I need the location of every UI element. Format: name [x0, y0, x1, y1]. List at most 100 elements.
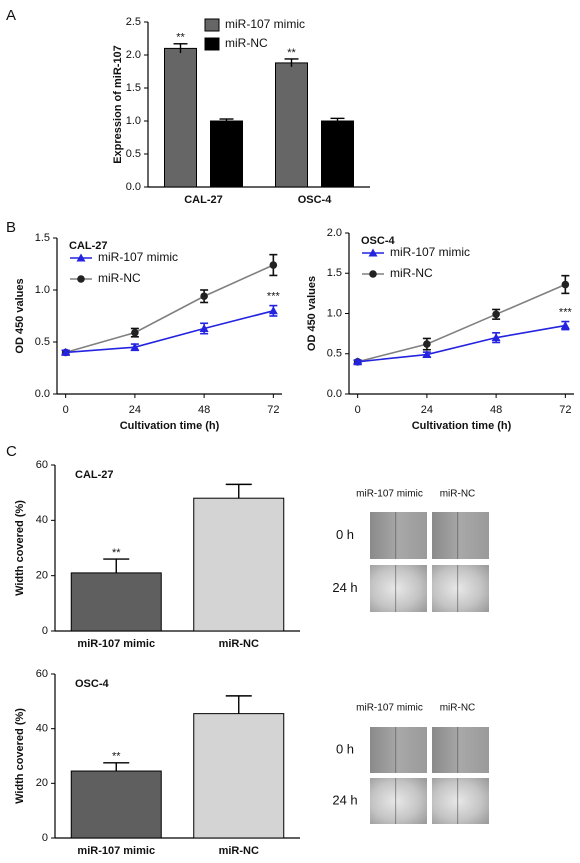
marker [268, 306, 278, 315]
x-tick-label: miR-107 mimic [77, 638, 155, 650]
y-tick-label: 0.0 [126, 181, 141, 193]
legend-label: miR-NC [98, 271, 141, 285]
marker [199, 323, 209, 332]
x-tick-label: 24 [421, 404, 433, 416]
y-tick-label: 0 [42, 625, 48, 637]
y-tick-label: 40 [36, 514, 48, 526]
image-column-label: miR-NC [440, 489, 476, 500]
y-tick-label: 1.0 [35, 284, 50, 296]
marker [130, 342, 140, 351]
y-tick-label: 0.5 [35, 336, 50, 348]
wound-image [432, 565, 489, 612]
bar [70, 770, 162, 839]
chart-title: CAL-27 [69, 240, 108, 252]
y-tick-label: 60 [36, 668, 48, 680]
y-tick-label: 1.5 [35, 232, 50, 244]
marker [369, 270, 377, 278]
image-column-label: miR-NC [440, 703, 476, 714]
x-tick-label: miR-NC [219, 638, 259, 650]
x-tick-label: miR-NC [219, 845, 259, 857]
wound-image [432, 778, 489, 824]
marker [77, 275, 85, 283]
marker [269, 261, 278, 269]
chart-title: CAL-27 [75, 469, 114, 481]
y-tick-label: 1.5 [327, 267, 342, 279]
marker [76, 253, 86, 262]
y-tick-label: 2.5 [126, 16, 141, 28]
image-column-label: miR-107 mimic [356, 703, 423, 714]
significance-label: ** [287, 47, 296, 59]
panel-label: B [6, 219, 16, 236]
y-tick-label: 0.0 [327, 388, 342, 400]
marker [560, 321, 570, 330]
y-tick-label: 60 [36, 459, 48, 471]
image-row-label: 24 h [332, 580, 357, 595]
panel-label: C [6, 443, 17, 460]
image-column-label: miR-107 mimic [356, 489, 423, 500]
bar [210, 120, 243, 188]
legend-label: miR-107 mimic [390, 245, 470, 259]
x-tick-label: OSC-4 [298, 194, 333, 206]
marker [492, 310, 500, 319]
y-tick-label: 2.0 [327, 227, 342, 239]
wound-image [432, 512, 489, 559]
x-tick-label: 0 [355, 404, 361, 416]
y-tick-label: 0.0 [35, 388, 50, 400]
marker [491, 333, 501, 342]
y-tick-label: 1.5 [126, 82, 141, 94]
y-tick-label: 0.5 [327, 348, 342, 360]
legend-label: miR-NC [390, 266, 433, 280]
series-line [65, 264, 274, 354]
legend-label: miR-NC [225, 36, 268, 50]
marker [353, 357, 363, 366]
marker [61, 347, 71, 356]
marker [368, 248, 378, 257]
x-tick-label: 72 [559, 404, 571, 416]
y-axis-label: Expression of miR-107 [112, 45, 124, 164]
legend-label: miR-107 mimic [98, 250, 178, 264]
bar [193, 713, 285, 839]
wound-image [370, 512, 427, 559]
x-tick-label: 48 [490, 404, 502, 416]
x-tick-label: 72 [267, 404, 279, 416]
bar [275, 62, 308, 188]
y-axis-label: OD 450 values [14, 278, 26, 353]
series-line [65, 310, 274, 354]
y-axis-label: OD 450 values [306, 276, 318, 351]
x-tick-label: CAL-27 [184, 194, 223, 206]
wound-image [370, 565, 427, 612]
bar [193, 497, 285, 632]
x-tick-label: 48 [198, 404, 210, 416]
marker [423, 340, 431, 348]
legend-swatch [204, 37, 220, 51]
wound-image [370, 778, 427, 824]
image-row-label: 0 h [336, 741, 354, 756]
legend-swatch [204, 18, 220, 32]
y-tick-label: 20 [36, 570, 48, 582]
marker [200, 292, 208, 301]
y-tick-label: 2.0 [126, 49, 141, 61]
y-tick-label: 40 [36, 723, 48, 735]
significance-label: ** [176, 32, 185, 44]
marker [422, 350, 432, 359]
image-row-label: 24 h [332, 792, 357, 807]
y-tick-label: 1.0 [126, 115, 141, 127]
y-tick-label: 20 [36, 777, 48, 789]
series-line [357, 324, 566, 363]
x-tick-label: 0 [63, 404, 69, 416]
chart-title: OSC-4 [361, 235, 396, 247]
x-tick-label: 24 [129, 404, 141, 416]
y-tick-label: 0 [42, 832, 48, 844]
x-tick-label: miR-107 mimic [77, 845, 155, 857]
y-tick-label: 0.5 [126, 148, 141, 160]
significance-label: ** [112, 751, 121, 763]
chart-title: OSC-4 [75, 678, 110, 690]
series-line [357, 283, 566, 363]
image-row-label: 0 h [336, 527, 354, 542]
x-axis-label: Cultivation time (h) [120, 420, 220, 432]
marker [561, 280, 570, 289]
marker [131, 328, 139, 337]
wound-image [432, 727, 489, 773]
